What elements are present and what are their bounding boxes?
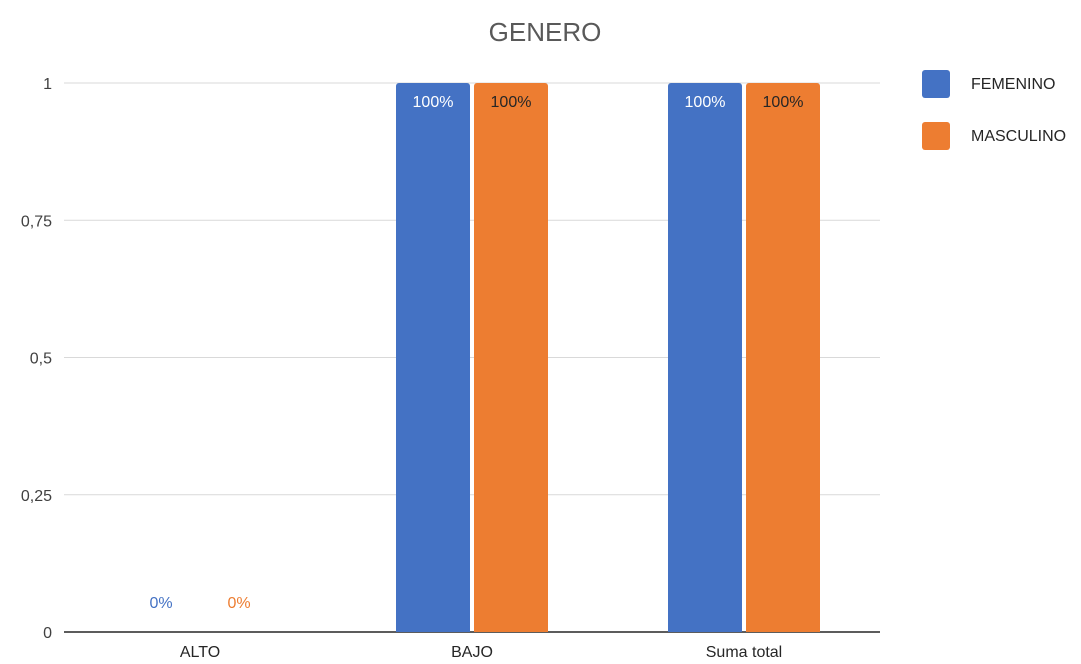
data-label: 100%: [413, 94, 454, 111]
x-axis-ticks: ALTO BAJO Suma total: [180, 644, 782, 661]
y-axis-ticks: 0 0,25 0,5 0,75 1: [21, 76, 52, 642]
legend-swatch-femenino: [922, 70, 950, 98]
data-labels: 0% 0% 100% 100% 100% 100%: [149, 94, 803, 612]
y-tick-label: 1: [43, 76, 52, 93]
y-tick-label: 0,5: [30, 351, 52, 368]
bar-femenino: [668, 83, 742, 632]
chart-title: GENERO: [489, 17, 602, 47]
y-tick-label: 0: [43, 625, 52, 642]
legend-label: FEMENINO: [971, 76, 1055, 93]
x-tick-label: Suma total: [706, 644, 782, 661]
data-label: 0%: [227, 595, 250, 612]
y-tick-label: 0,25: [21, 488, 52, 505]
x-tick-label: ALTO: [180, 644, 220, 661]
legend-label: MASCULINO: [971, 128, 1066, 145]
bars: [396, 83, 820, 632]
gridlines: [64, 82, 880, 633]
legend-swatch-masculino: [922, 122, 950, 150]
data-label: 100%: [685, 94, 726, 111]
data-label: 100%: [763, 94, 804, 111]
bar-base-femenino: [396, 628, 470, 632]
x-tick-label: BAJO: [451, 644, 493, 661]
data-label: 100%: [491, 94, 532, 111]
bar-base-masculino: [746, 628, 820, 632]
bar-base-masculino: [474, 628, 548, 632]
bar-masculino: [746, 83, 820, 632]
y-tick-label: 0,75: [21, 213, 52, 230]
data-label: 0%: [149, 595, 172, 612]
bar-femenino: [396, 83, 470, 632]
bar-masculino: [474, 83, 548, 632]
legend: FEMENINO MASCULINO: [922, 70, 1066, 150]
bar-base-femenino: [668, 628, 742, 632]
